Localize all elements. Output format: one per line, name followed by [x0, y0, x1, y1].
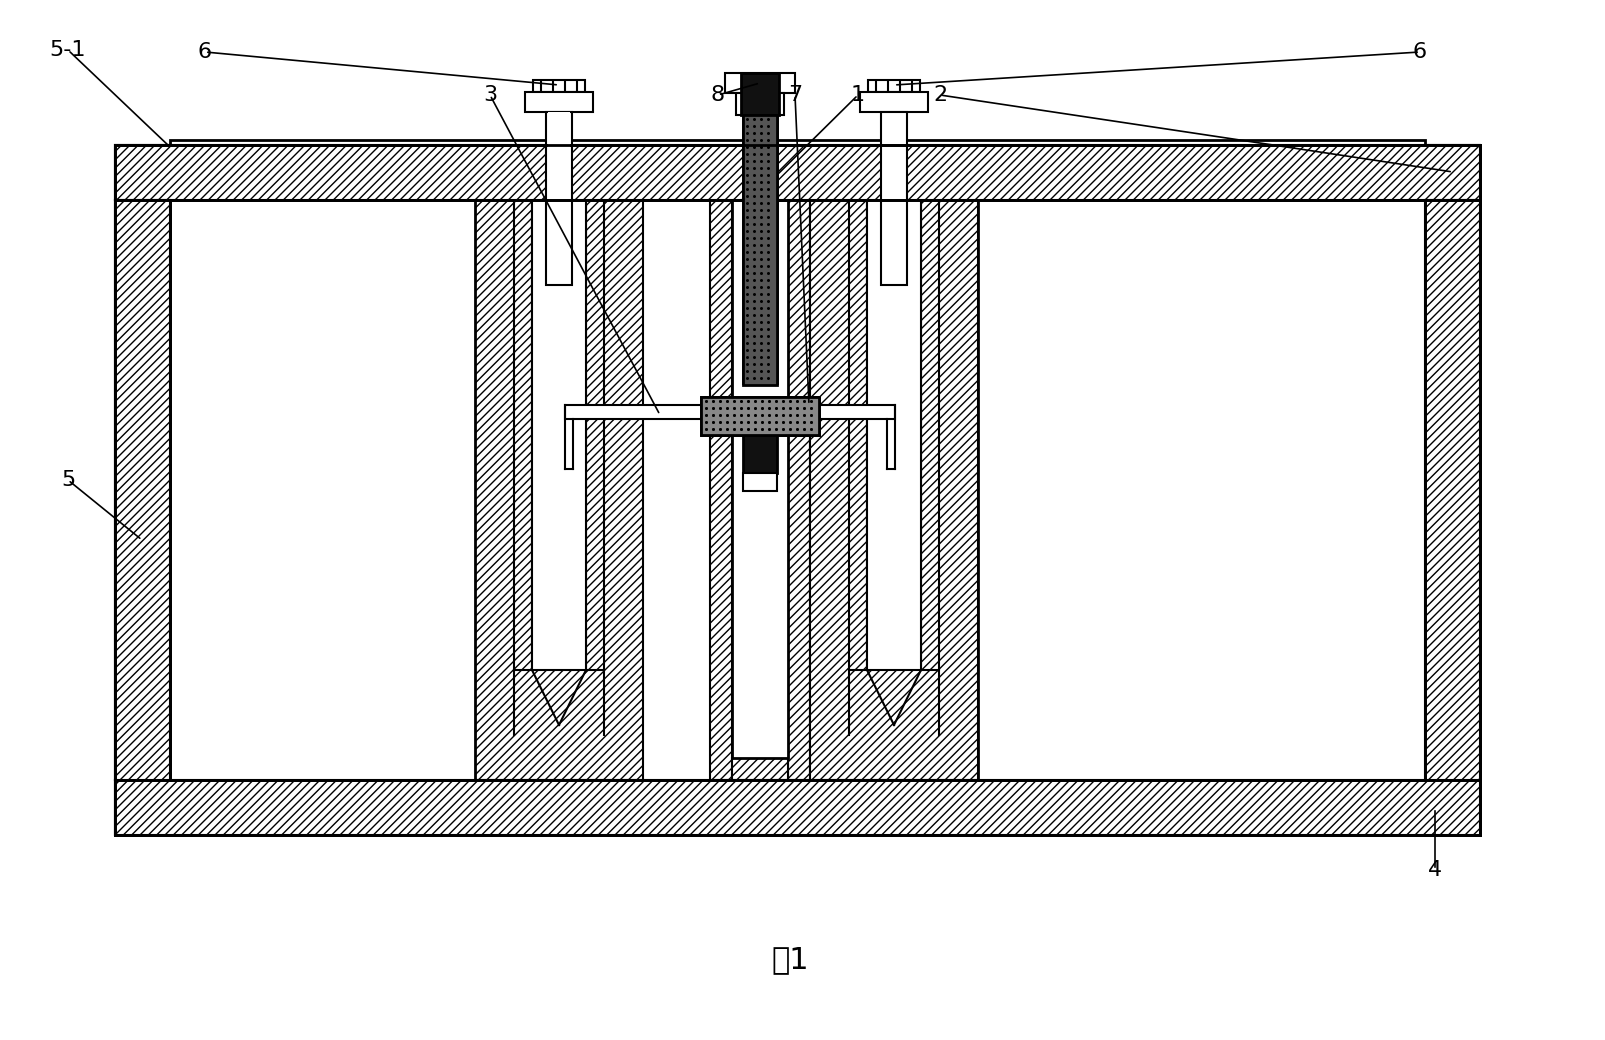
Bar: [116, 145, 1480, 200]
Text: 6: 6: [197, 42, 212, 62]
Bar: [116, 200, 170, 780]
Bar: [881, 112, 907, 285]
Text: 5: 5: [61, 470, 75, 490]
Text: 5-1: 5-1: [50, 40, 87, 60]
Bar: [565, 405, 894, 419]
Bar: [740, 73, 778, 115]
Bar: [743, 473, 777, 491]
Bar: [788, 200, 809, 780]
Bar: [116, 780, 1480, 835]
Bar: [170, 200, 475, 780]
Bar: [546, 112, 571, 285]
Text: 1: 1: [851, 85, 865, 105]
Bar: [849, 200, 867, 670]
Bar: [732, 758, 788, 780]
Bar: [116, 200, 170, 780]
Bar: [700, 397, 819, 435]
Text: 图1: 图1: [770, 945, 809, 974]
Bar: [732, 200, 788, 758]
Bar: [586, 200, 603, 670]
Text: 3: 3: [483, 85, 498, 105]
Text: 4: 4: [1427, 860, 1441, 880]
Bar: [116, 780, 1480, 835]
Bar: [170, 140, 1424, 148]
Bar: [525, 92, 592, 112]
Bar: [170, 200, 1424, 780]
Bar: [475, 200, 642, 780]
Bar: [1424, 200, 1480, 780]
Bar: [1424, 200, 1480, 780]
Bar: [1424, 200, 1480, 780]
Bar: [709, 200, 732, 780]
Bar: [867, 200, 920, 670]
Bar: [116, 145, 1480, 835]
Bar: [743, 435, 777, 473]
Bar: [920, 200, 939, 670]
Bar: [809, 200, 977, 780]
Text: 7: 7: [788, 85, 801, 105]
Bar: [859, 92, 928, 112]
Bar: [116, 780, 1480, 835]
Bar: [116, 145, 1480, 200]
Text: 8: 8: [711, 85, 724, 105]
Bar: [116, 145, 1480, 835]
Bar: [735, 93, 783, 115]
Text: 2: 2: [933, 85, 947, 105]
Bar: [116, 200, 170, 780]
Bar: [700, 397, 819, 435]
Bar: [743, 115, 777, 385]
Bar: [116, 145, 1480, 200]
Bar: [170, 200, 1424, 780]
Bar: [867, 80, 920, 92]
Text: 6: 6: [1412, 42, 1427, 62]
Bar: [533, 80, 584, 92]
Bar: [743, 115, 777, 385]
Bar: [531, 200, 586, 670]
Bar: [977, 200, 1424, 780]
Bar: [547, 112, 570, 198]
Bar: [724, 73, 794, 93]
Bar: [514, 200, 531, 670]
Bar: [740, 385, 778, 400]
